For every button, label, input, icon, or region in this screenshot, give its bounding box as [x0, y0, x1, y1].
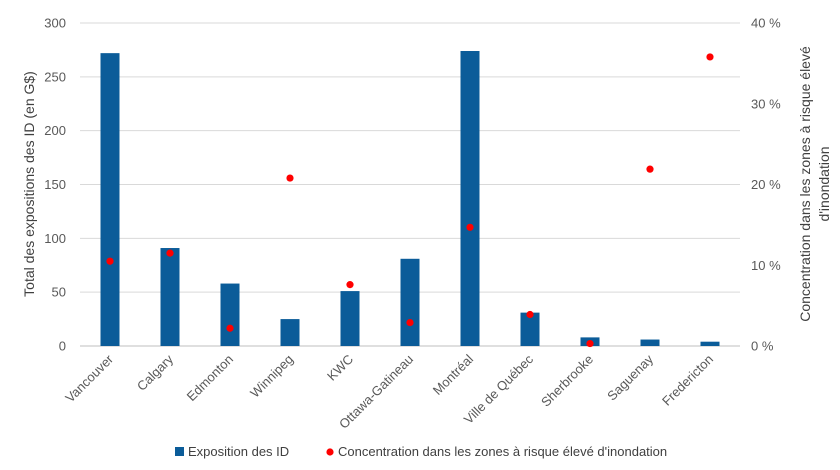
- data-point: [646, 165, 654, 173]
- bar-series: [100, 50, 720, 346]
- bar: [460, 50, 480, 346]
- left-axis-title: Total des expositions des ID (en G$): [21, 71, 37, 297]
- legend-bar-label: Exposition des ID: [188, 444, 289, 459]
- category-label: Winnipeg: [247, 352, 296, 401]
- category-label: KWC: [324, 352, 356, 384]
- data-point: [586, 339, 594, 348]
- gridlines: [80, 22, 740, 347]
- left-axis-ticks: 0 50 100 150 200 250 300: [44, 16, 66, 354]
- right-tick-label: 10 %: [751, 258, 781, 273]
- right-axis-title-line-1: Concentration dans les zones à risque él…: [797, 46, 813, 322]
- bar: [160, 248, 180, 346]
- data-point: [406, 318, 414, 327]
- bar: [640, 339, 660, 346]
- right-axis-ticks: 0 % 10 % 20 % 30 % 40 %: [751, 16, 781, 354]
- data-point: [286, 174, 294, 182]
- bar: [280, 319, 300, 346]
- legend: Exposition des ID Concentration dans les…: [175, 444, 667, 459]
- category-label: Edmonton: [184, 352, 237, 405]
- bar: [340, 291, 360, 346]
- right-tick-label: 30 %: [751, 96, 781, 111]
- bar: [400, 258, 420, 346]
- bar: [100, 53, 120, 346]
- left-tick-label: 100: [44, 231, 66, 246]
- data-point: [226, 324, 234, 332]
- data-point: [346, 281, 354, 289]
- left-tick-label: 250: [44, 69, 66, 84]
- data-point: [706, 53, 714, 61]
- point-series: [106, 53, 714, 348]
- data-point: [466, 223, 474, 231]
- bar: [520, 312, 540, 346]
- category-label: Vancouver: [62, 351, 116, 405]
- right-tick-label: 20 %: [751, 177, 781, 192]
- category-label: Saguenay: [604, 351, 656, 403]
- legend-bar-swatch: [175, 447, 184, 456]
- right-axis-title-line-2: d'inondation: [816, 146, 832, 221]
- right-axis-title: Concentration dans les zones à risque él…: [797, 46, 832, 322]
- right-tick-label: 40 %: [751, 16, 781, 31]
- data-point: [526, 310, 534, 319]
- category-label: Sherbrooke: [538, 352, 596, 410]
- left-tick-label: 50: [52, 285, 66, 300]
- category-label: Montréal: [430, 351, 476, 397]
- bar: [700, 341, 720, 346]
- left-tick-label: 150: [44, 177, 66, 192]
- legend-point-label: Concentration dans les zones à risque él…: [338, 444, 667, 459]
- x-axis-ticks: Vancouver Calgary Edmonton Winnipeg KWCOttaw…: [62, 351, 716, 432]
- bar: [220, 283, 240, 346]
- data-point: [106, 257, 114, 265]
- category-label: Calgary: [134, 351, 177, 394]
- data-point: [166, 249, 174, 257]
- left-tick-label: 0: [59, 339, 66, 354]
- right-tick-label: 0 %: [751, 339, 774, 354]
- left-tick-label: 300: [44, 16, 66, 31]
- legend-point-swatch: [326, 448, 334, 456]
- left-tick-label: 200: [44, 123, 66, 138]
- category-label: Fredericton: [659, 352, 716, 409]
